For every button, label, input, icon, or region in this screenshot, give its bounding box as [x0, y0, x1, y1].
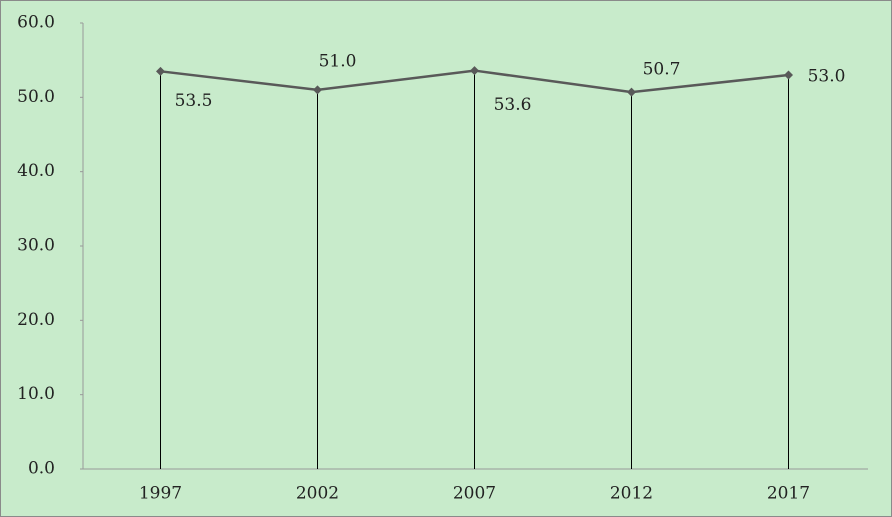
marker	[627, 87, 636, 97]
y-tick-label: 0.0	[28, 459, 55, 479]
marker	[156, 66, 165, 76]
y-tick-label: 30.0	[17, 236, 55, 256]
marker	[313, 85, 322, 95]
x-tick-label: 2007	[453, 484, 496, 504]
value-label: 53.0	[808, 67, 846, 87]
x-tick-label: 2012	[610, 484, 653, 504]
y-tick-label: 40.0	[17, 161, 55, 181]
x-tick-label: 2017	[767, 484, 810, 504]
y-tick-label: 50.0	[17, 87, 55, 107]
value-label: 50.7	[643, 60, 681, 80]
value-label: 53.6	[494, 95, 532, 115]
value-label: 51.0	[319, 51, 357, 71]
x-tick-label: 1997	[139, 484, 182, 504]
y-tick-label: 60.0	[17, 13, 55, 33]
marker	[784, 70, 793, 80]
value-label: 53.5	[175, 91, 213, 111]
marker	[470, 66, 479, 76]
y-tick-label: 10.0	[17, 384, 55, 404]
y-tick-label: 20.0	[17, 310, 55, 330]
x-tick-label: 2002	[296, 484, 339, 504]
